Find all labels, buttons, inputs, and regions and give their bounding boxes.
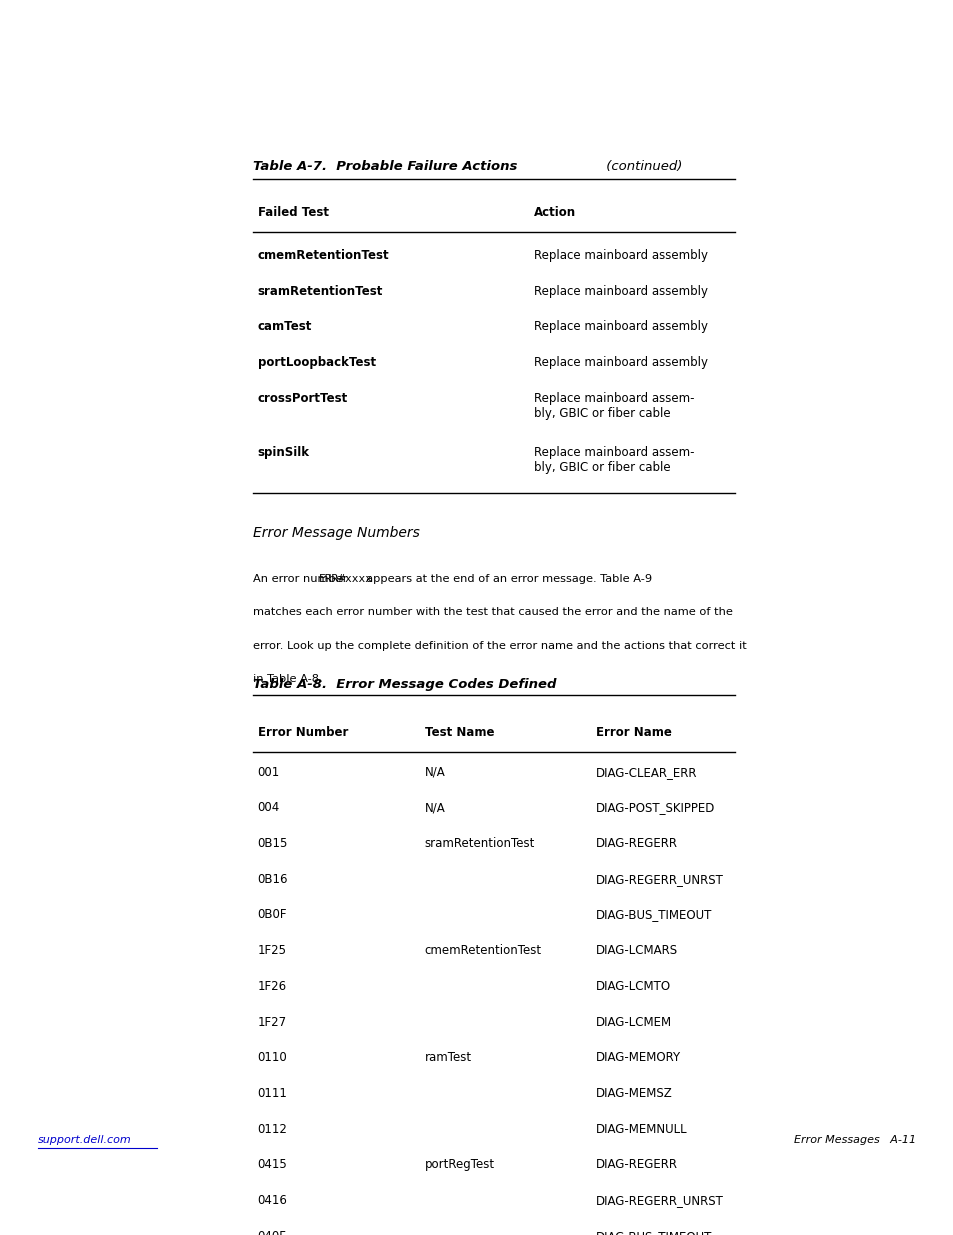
Text: sramRetentionTest: sramRetentionTest [257, 284, 382, 298]
Text: sramRetentionTest: sramRetentionTest [424, 837, 535, 850]
Text: DIAG-LCMEM: DIAG-LCMEM [596, 1015, 672, 1029]
Text: cmemRetentionTest: cmemRetentionTest [424, 945, 541, 957]
Text: Replace mainboard assembly: Replace mainboard assembly [534, 356, 707, 369]
Text: DIAG-REGERR: DIAG-REGERR [596, 837, 678, 850]
Text: DIAG-CLEAR_ERR: DIAG-CLEAR_ERR [596, 766, 697, 778]
Text: An error number: An error number [253, 574, 351, 584]
Text: camTest: camTest [257, 320, 312, 333]
Text: N/A: N/A [424, 802, 445, 814]
Text: N/A: N/A [424, 766, 445, 778]
Text: spinSilk: spinSilk [257, 447, 310, 459]
Text: support.dell.com: support.dell.com [38, 1135, 132, 1145]
Text: error. Look up the complete definition of the error name and the actions that co: error. Look up the complete definition o… [253, 641, 746, 651]
Text: appears at the end of an error message. Table A-9: appears at the end of an error message. … [358, 574, 651, 584]
Text: Replace mainboard assem-
bly, GBIC or fiber cable: Replace mainboard assem- bly, GBIC or fi… [534, 447, 694, 474]
Text: Error Message Numbers: Error Message Numbers [253, 526, 419, 540]
Text: (continued): (continued) [601, 159, 681, 173]
Text: Replace mainboard assembly: Replace mainboard assembly [534, 284, 707, 298]
Text: matches each error number with the test that caused the error and the name of th: matches each error number with the test … [253, 608, 732, 618]
Text: 1F26: 1F26 [257, 979, 287, 993]
Text: Table A-8.  Error Message Codes Defined: Table A-8. Error Message Codes Defined [253, 678, 556, 690]
Text: Error Messages   A-11: Error Messages A-11 [793, 1135, 915, 1145]
Text: 0B15: 0B15 [257, 837, 288, 850]
Text: cmemRetentionTest: cmemRetentionTest [257, 248, 389, 262]
Text: DIAG-LCMTO: DIAG-LCMTO [596, 979, 671, 993]
Text: Replace mainboard assembly: Replace mainboard assembly [534, 320, 707, 333]
Text: 040F: 040F [257, 1230, 286, 1235]
Text: portRegTest: portRegTest [424, 1158, 495, 1172]
Text: DIAG-BUS_TIMEOUT: DIAG-BUS_TIMEOUT [596, 909, 712, 921]
Text: 1F25: 1F25 [257, 945, 286, 957]
Text: DIAG-REGERR: DIAG-REGERR [596, 1158, 678, 1172]
Text: 001: 001 [257, 766, 279, 778]
Text: Action: Action [534, 206, 576, 219]
Text: Test Name: Test Name [424, 726, 494, 740]
Text: Replace mainboard assem-
bly, GBIC or fiber cable: Replace mainboard assem- bly, GBIC or fi… [534, 391, 694, 420]
Text: 0112: 0112 [257, 1123, 287, 1136]
Text: 0111: 0111 [257, 1087, 287, 1100]
Text: 0415: 0415 [257, 1158, 287, 1172]
Text: in Table A-8.: in Table A-8. [253, 674, 322, 684]
Text: DIAG-REGERR_UNRST: DIAG-REGERR_UNRST [596, 1194, 723, 1207]
Text: Error Name: Error Name [596, 726, 672, 740]
Text: DIAG-MEMNULL: DIAG-MEMNULL [596, 1123, 687, 1136]
Text: 0B0F: 0B0F [257, 909, 287, 921]
Text: DIAG-POST_SKIPPED: DIAG-POST_SKIPPED [596, 802, 715, 814]
Text: Table A-7.  Probable Failure Actions: Table A-7. Probable Failure Actions [253, 159, 517, 173]
Text: 0B16: 0B16 [257, 873, 288, 885]
Text: Replace mainboard assembly: Replace mainboard assembly [534, 248, 707, 262]
Text: DIAG-MEMORY: DIAG-MEMORY [596, 1051, 680, 1065]
Text: ERR#xxxx: ERR#xxxx [319, 574, 373, 584]
Text: DIAG-MEMSZ: DIAG-MEMSZ [596, 1087, 672, 1100]
Text: DIAG-REGERR_UNRST: DIAG-REGERR_UNRST [596, 873, 723, 885]
Text: crossPortTest: crossPortTest [257, 391, 348, 405]
Text: 0110: 0110 [257, 1051, 287, 1065]
Text: 0416: 0416 [257, 1194, 287, 1207]
Text: 004: 004 [257, 802, 279, 814]
Text: 1F27: 1F27 [257, 1015, 287, 1029]
Text: DIAG-LCMARS: DIAG-LCMARS [596, 945, 678, 957]
Text: Failed Test: Failed Test [257, 206, 328, 219]
Text: Error Number: Error Number [257, 726, 348, 740]
Text: DIAG-BUS_TIMEOUT: DIAG-BUS_TIMEOUT [596, 1230, 712, 1235]
Text: portLoopbackTest: portLoopbackTest [257, 356, 375, 369]
Text: ramTest: ramTest [424, 1051, 471, 1065]
